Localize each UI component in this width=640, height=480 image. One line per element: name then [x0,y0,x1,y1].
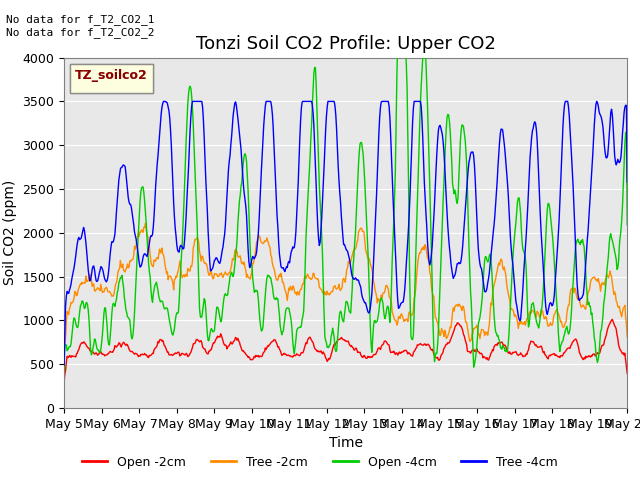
Text: No data for f_T2_CO2_1
No data for f_T2_CO2_2: No data for f_T2_CO2_1 No data for f_T2_… [6,14,155,38]
Title: Tonzi Soil CO2 Profile: Upper CO2: Tonzi Soil CO2 Profile: Upper CO2 [196,35,495,53]
Legend:  [70,64,153,93]
Legend: Open -2cm, Tree -2cm, Open -4cm, Tree -4cm: Open -2cm, Tree -2cm, Open -4cm, Tree -4… [77,451,563,474]
Y-axis label: Soil CO2 (ppm): Soil CO2 (ppm) [3,180,17,286]
X-axis label: Time: Time [328,436,363,450]
